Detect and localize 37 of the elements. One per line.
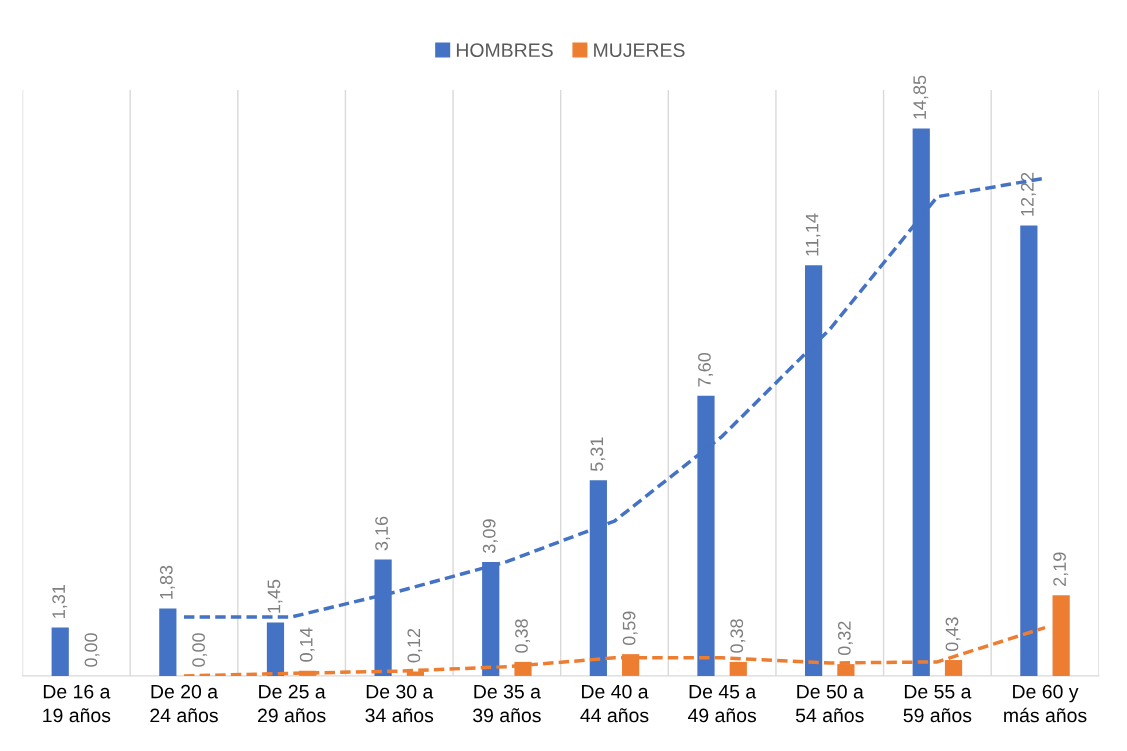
data-label: 0,14 — [299, 627, 315, 662]
bar — [51, 627, 69, 676]
data-label: 12,22 — [1020, 172, 1036, 216]
x-tick-label: De 45 a 49 años — [687, 684, 757, 723]
data-label: 0,00 — [192, 633, 208, 667]
x-tick-label: De 55 a 59 años — [903, 684, 972, 723]
data-label: 5,31 — [590, 437, 606, 472]
x-tick-label: De 35 a 39 años — [473, 684, 541, 723]
x-tick-label: De 40 a 44 años — [580, 684, 649, 723]
data-label: 7,60 — [698, 352, 713, 387]
data-label: 0,38 — [515, 619, 530, 653]
data-label: 0,00 — [84, 633, 100, 667]
data-label: 3,16 — [375, 516, 391, 551]
x-tick-label: De 60 y más años — [1004, 684, 1087, 723]
data-label: 0,12 — [407, 628, 423, 663]
bar — [1020, 225, 1038, 676]
data-label: 0,38 — [730, 619, 746, 653]
data-label: 2,19 — [1053, 552, 1069, 586]
data-label: 3,09 — [482, 519, 498, 553]
bar — [266, 622, 285, 676]
x-tick-label: De 20 a 24 años — [150, 684, 219, 723]
data-label: 1,83 — [159, 565, 175, 599]
data-label: 0,43 — [945, 617, 961, 652]
x-tick-label: De 16 a 19 años — [43, 684, 111, 723]
data-label: 1,31 — [52, 585, 68, 618]
bar — [159, 608, 177, 676]
legend-label: MUJERES — [594, 43, 685, 58]
legend-label: HOMBRES — [456, 43, 553, 58]
data-label: 1,45 — [267, 579, 283, 613]
data-label: 0,32 — [837, 621, 853, 656]
x-tick-label: De 50 a 54 años — [795, 684, 864, 723]
data-label: 11,14 — [805, 213, 821, 256]
bar — [1052, 595, 1070, 676]
x-tick-label: De 25 a 29 años — [258, 684, 326, 723]
data-label: 0,59 — [622, 611, 638, 646]
x-tick-label: De 30 a 34 años — [365, 684, 434, 723]
data-label: 14,85 — [913, 75, 929, 119]
